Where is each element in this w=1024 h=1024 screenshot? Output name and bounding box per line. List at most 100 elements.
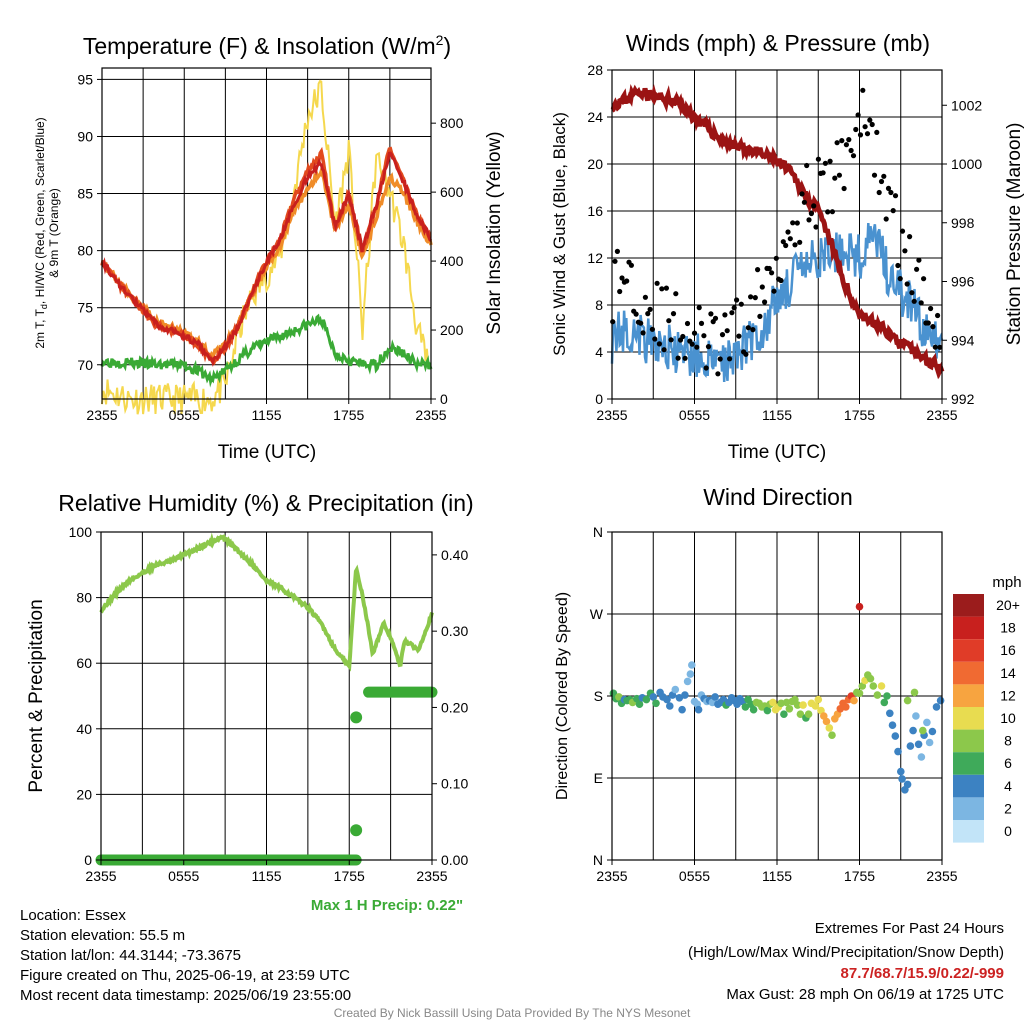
wind-direction-point <box>749 705 758 714</box>
wind-speed-legend-swatch <box>953 797 984 820</box>
wind-direction-point <box>678 705 686 714</box>
humidity-y2-tick-label: 0.30 <box>441 623 468 639</box>
gust-point <box>647 306 653 312</box>
gust-point <box>640 330 646 336</box>
gust-point <box>675 355 681 361</box>
gust-point <box>787 236 793 242</box>
gust-point <box>871 172 878 178</box>
winds-y-tick-label: 16 <box>587 203 603 219</box>
gust-point <box>827 158 833 164</box>
wind-speed-legend-label: 20+ <box>996 597 1020 613</box>
gust-point <box>832 175 838 181</box>
gust-point <box>841 185 847 192</box>
gust-point <box>750 327 756 333</box>
station-location: Location: Essex <box>20 907 126 924</box>
wind-direction-points <box>609 602 945 794</box>
gust-point <box>794 220 800 226</box>
wind-direction-point <box>785 705 794 713</box>
wind-direction-point <box>912 712 920 720</box>
gust-point <box>719 332 726 338</box>
wind-direction-point <box>855 602 864 611</box>
temperature-y-tick-label: 85 <box>77 186 93 202</box>
humidity-y-tick-label: 20 <box>76 786 92 802</box>
winds-x-tick-label: 2355 <box>596 407 627 423</box>
data-credit: Created By Nick Bassill Using Data Provi… <box>333 1006 691 1020</box>
gust-point <box>734 297 740 303</box>
gust-point <box>874 129 880 135</box>
wind-speed-legend-label: 10 <box>1000 710 1016 726</box>
humidity-y-tick-label: 80 <box>76 590 92 606</box>
gust-point <box>715 371 721 377</box>
gust-point <box>937 344 943 350</box>
humidity-x-tick-label: 1755 <box>334 868 365 884</box>
temperature-y-tick-label: 80 <box>77 243 93 259</box>
humidity-y2-tick-label: 0.40 <box>441 547 468 563</box>
sonic-wind-line <box>610 223 944 382</box>
pressure-y-axis-label: Station Pressure (Maroon) <box>1004 123 1024 346</box>
humidity-y-axis-label: Percent & Precipitation <box>26 599 47 792</box>
gust-point <box>804 162 810 169</box>
winds-y-tick-label: 12 <box>587 250 603 266</box>
wind-direction-point <box>855 689 864 698</box>
wind-direction-point <box>910 688 919 697</box>
gust-point <box>624 278 630 284</box>
winds-x-axis-label: Time (UTC) <box>728 442 827 463</box>
temperature-x-tick-label: 1755 <box>333 407 364 423</box>
wind-direction-point <box>877 682 886 690</box>
wind-direction-point <box>666 702 674 710</box>
humidity-y-tick-label: 60 <box>76 655 92 671</box>
gust-point <box>724 328 730 334</box>
wind-direction-point <box>793 701 802 709</box>
wind-direction-point <box>825 724 834 732</box>
gust-point <box>799 191 805 197</box>
precipitation-point <box>350 824 363 837</box>
temperature-x-tick-label: 0555 <box>169 407 200 423</box>
gust-point <box>808 210 815 217</box>
humidity-tick-labels: 0 20 40 60 80 100 0.00 0.10 0.20 0.30 0.40 2355 0555… <box>69 524 469 884</box>
station-elevation: Station elevation: 55.5 m <box>20 927 186 944</box>
gust-point <box>904 281 910 287</box>
gust-point <box>825 209 831 215</box>
extremes-values: 87.7/68.7/15.9/0.22/-999 <box>840 965 1004 982</box>
gust-point <box>897 276 903 282</box>
wind-direction-point <box>891 732 900 740</box>
gust-point <box>652 336 658 342</box>
wind-speed-legend-swatch <box>953 729 984 753</box>
winds-chart-title: Winds (mph) & Pressure (mb) <box>626 30 930 56</box>
wind-direction-chart-title: Wind Direction <box>703 484 853 510</box>
humidity-x-tick-label: 0555 <box>168 868 199 884</box>
wind-direction-point <box>842 703 850 711</box>
humidity-panel: Relative Humidity (%) & Precipitation (i… <box>26 490 474 914</box>
gust-point <box>885 185 892 191</box>
wind-direction-point <box>869 682 878 690</box>
winds-y-tick-label: 20 <box>587 156 603 172</box>
temperature-y-tick-label: 70 <box>77 357 93 373</box>
gust-point <box>705 344 712 350</box>
wind-direction-point <box>880 698 889 707</box>
gust-point <box>790 220 796 226</box>
wind-direction-point <box>688 661 696 669</box>
temperature-y-axis-label: 2m T, Td, HI/WC (Red, Green, Scarlet/Blu… <box>33 117 49 348</box>
gust-point <box>785 229 791 235</box>
humidity-y-tick-label: 0 <box>84 852 92 868</box>
winds-x-tick-label: 0555 <box>679 407 710 423</box>
wind-speed-legend-label: 6 <box>1004 755 1012 771</box>
temperature-series <box>100 79 433 415</box>
winds-y-tick-label: 8 <box>595 297 603 313</box>
gust-point <box>928 305 934 312</box>
gust-point <box>755 267 761 273</box>
wind-speed-legend-label: 18 <box>1000 620 1016 636</box>
gust-point <box>876 189 882 196</box>
gust-point <box>656 341 663 347</box>
winds-panel: Winds (mph) & Pressure (mb) 0 4 8 12 16 20 24 2… <box>550 30 1024 463</box>
gust-point <box>617 288 623 295</box>
wind-direction-point <box>897 767 905 776</box>
latest-data-timestamp: Most recent data timestamp: 2025/06/19 2… <box>20 987 352 1004</box>
gust-point <box>762 299 768 305</box>
gust-point <box>689 341 695 347</box>
wind-direction-point <box>799 701 807 709</box>
wind-direction-point <box>850 696 858 705</box>
wind-direction-y-tick-label: W <box>590 606 604 622</box>
gust-point <box>888 189 894 196</box>
